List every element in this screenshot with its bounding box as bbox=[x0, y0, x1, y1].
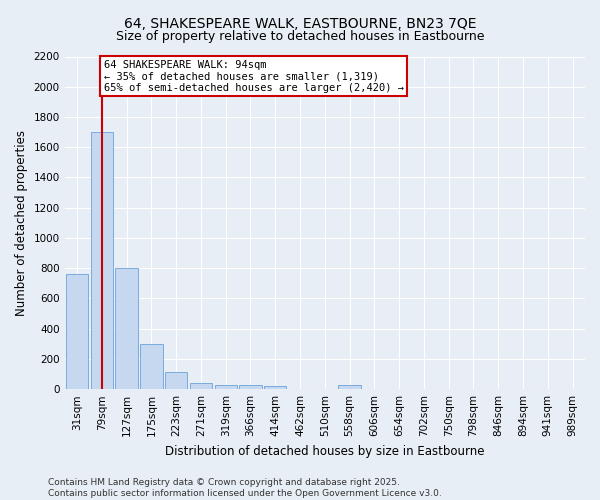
Bar bbox=[165, 372, 187, 389]
Bar bbox=[140, 344, 163, 389]
Bar bbox=[264, 386, 286, 389]
Text: 64 SHAKESPEARE WALK: 94sqm
← 35% of detached houses are smaller (1,319)
65% of s: 64 SHAKESPEARE WALK: 94sqm ← 35% of deta… bbox=[104, 60, 404, 92]
Y-axis label: Number of detached properties: Number of detached properties bbox=[15, 130, 28, 316]
Bar bbox=[215, 384, 237, 389]
Text: Size of property relative to detached houses in Eastbourne: Size of property relative to detached ho… bbox=[116, 30, 484, 43]
Text: Contains HM Land Registry data © Crown copyright and database right 2025.
Contai: Contains HM Land Registry data © Crown c… bbox=[48, 478, 442, 498]
Bar bbox=[190, 383, 212, 389]
Bar bbox=[66, 274, 88, 389]
Bar bbox=[91, 132, 113, 389]
Bar bbox=[115, 268, 138, 389]
X-axis label: Distribution of detached houses by size in Eastbourne: Distribution of detached houses by size … bbox=[165, 444, 485, 458]
Bar bbox=[338, 386, 361, 389]
Text: 64, SHAKESPEARE WALK, EASTBOURNE, BN23 7QE: 64, SHAKESPEARE WALK, EASTBOURNE, BN23 7… bbox=[124, 18, 476, 32]
Bar bbox=[239, 386, 262, 389]
